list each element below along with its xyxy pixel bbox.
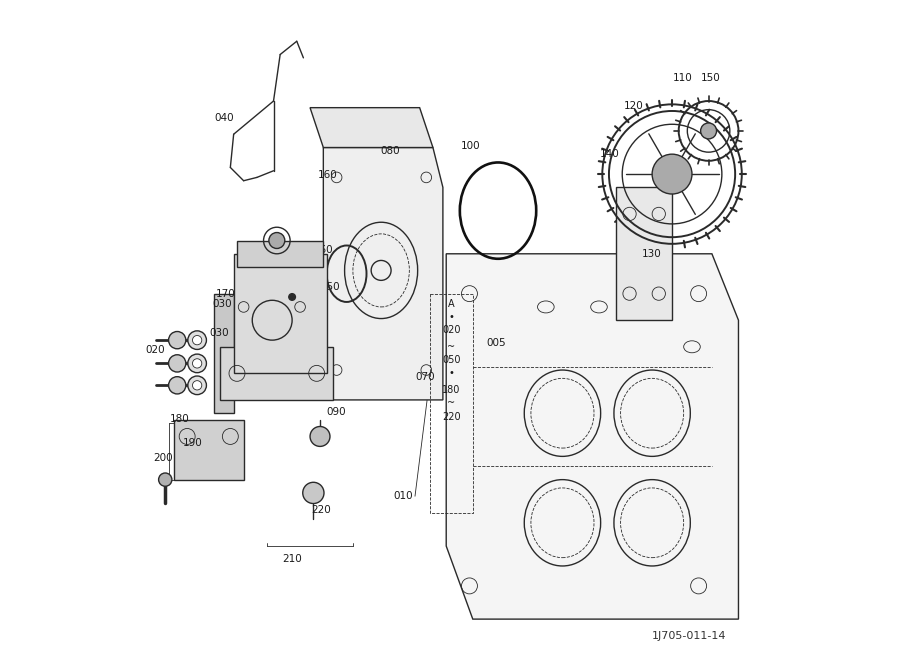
Text: 180: 180 [442, 385, 460, 395]
Polygon shape [310, 107, 433, 147]
Polygon shape [237, 241, 323, 267]
Text: 190: 190 [183, 438, 202, 448]
Circle shape [187, 376, 207, 395]
Text: 030: 030 [212, 299, 233, 309]
Text: 220: 220 [442, 412, 460, 422]
Text: 110: 110 [673, 73, 693, 83]
Text: 100: 100 [460, 141, 480, 151]
Circle shape [652, 154, 692, 194]
Circle shape [168, 355, 186, 372]
Text: A: A [448, 299, 455, 309]
Circle shape [192, 381, 202, 390]
Text: 040: 040 [214, 113, 233, 123]
Text: 150: 150 [700, 73, 720, 83]
Circle shape [187, 331, 207, 350]
Circle shape [310, 426, 330, 446]
Circle shape [192, 336, 202, 345]
Text: 180: 180 [170, 414, 189, 424]
Text: 050: 050 [442, 355, 460, 365]
Text: 200: 200 [153, 454, 173, 464]
Text: 010: 010 [393, 491, 413, 501]
Polygon shape [323, 147, 443, 400]
Text: 160: 160 [318, 170, 338, 180]
Text: 170: 170 [216, 289, 235, 299]
Circle shape [269, 233, 285, 249]
Text: A: A [288, 285, 295, 295]
Text: 020: 020 [145, 345, 165, 355]
Circle shape [289, 293, 295, 300]
Text: 005: 005 [486, 338, 505, 348]
Circle shape [159, 473, 172, 486]
Circle shape [192, 359, 202, 368]
Text: 070: 070 [415, 372, 435, 382]
Circle shape [168, 331, 186, 349]
Text: 140: 140 [600, 149, 619, 159]
Text: •: • [448, 312, 454, 322]
Circle shape [187, 354, 207, 373]
Text: 020: 020 [442, 325, 460, 336]
Circle shape [302, 482, 324, 504]
Circle shape [700, 123, 717, 139]
Polygon shape [214, 293, 233, 414]
Text: 050: 050 [320, 282, 340, 292]
Polygon shape [233, 253, 326, 374]
Text: •: • [448, 368, 454, 378]
Text: 090: 090 [327, 407, 346, 417]
Polygon shape [616, 187, 672, 320]
Text: 080: 080 [380, 146, 400, 156]
Circle shape [168, 377, 186, 394]
Polygon shape [447, 253, 739, 619]
Text: 060: 060 [313, 245, 334, 255]
Text: 130: 130 [642, 249, 662, 259]
Text: 030: 030 [210, 329, 229, 338]
Text: ~: ~ [448, 398, 455, 408]
Text: ~: ~ [448, 342, 455, 352]
Text: 210: 210 [282, 554, 302, 564]
Text: 1J705-011-14: 1J705-011-14 [652, 631, 726, 641]
Polygon shape [221, 347, 334, 400]
Text: 120: 120 [624, 101, 643, 111]
Polygon shape [174, 420, 244, 480]
Text: 220: 220 [312, 504, 331, 514]
